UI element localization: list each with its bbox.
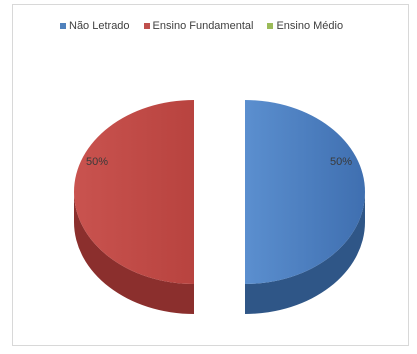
slice-label-nao-letrado: 50% (330, 156, 352, 168)
legend-item-ensino-fundamental: Ensino Fundamental (143, 20, 254, 32)
legend-item-nao-letrado: Não Letrado (60, 20, 130, 32)
legend-label-nao-letrado: Não Letrado (69, 20, 130, 32)
slice-side-ensino-fundamental (74, 192, 194, 314)
legend-label-ensino-medio: Ensino Médio (276, 20, 344, 32)
legend-item-ensino-medio: Ensino Médio (267, 20, 343, 32)
slice-label-ensino-fundamental: 50% (86, 156, 108, 168)
legend-label-ensino-fundamental: Ensino Fundamental (152, 20, 254, 32)
chart-legend: Não Letrado Ensino Fundamental Ensino Mé… (60, 20, 343, 32)
legend-swatch-ensino-fundamental (143, 23, 150, 29)
slice-nao-letrado (245, 100, 365, 284)
pie-slices (74, 100, 365, 314)
legend-swatch-ensino-medio (267, 23, 274, 29)
legend-swatch-nao-letrado (60, 23, 66, 29)
slice-ensino-fundamental (74, 100, 194, 284)
slice-side-nao-letrado (245, 192, 365, 314)
